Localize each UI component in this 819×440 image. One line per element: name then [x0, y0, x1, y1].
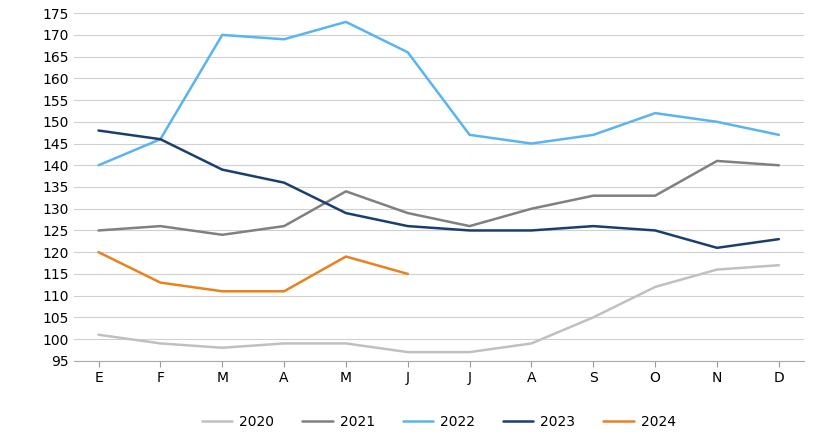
2022	[341, 19, 351, 25]
2024	[402, 271, 412, 276]
2023	[464, 228, 474, 233]
2022	[156, 136, 165, 142]
2023	[217, 167, 227, 172]
2022	[93, 163, 103, 168]
2024	[278, 289, 288, 294]
2021	[649, 193, 659, 198]
2021	[464, 224, 474, 229]
2020	[526, 341, 536, 346]
2021	[402, 210, 412, 216]
2021	[711, 158, 721, 164]
2021	[341, 189, 351, 194]
2022	[278, 37, 288, 42]
Line: 2020: 2020	[98, 265, 778, 352]
2023	[402, 224, 412, 229]
2020	[464, 349, 474, 355]
Line: 2023: 2023	[98, 131, 778, 248]
2023	[156, 136, 165, 142]
2020	[402, 349, 412, 355]
2023	[93, 128, 103, 133]
2024	[217, 289, 227, 294]
2020	[649, 284, 659, 290]
2022	[217, 32, 227, 37]
2022	[711, 119, 721, 125]
2020	[278, 341, 288, 346]
Legend: 2020, 2021, 2022, 2023, 2024: 2020, 2021, 2022, 2023, 2024	[196, 410, 681, 435]
2021	[588, 193, 598, 198]
2023	[278, 180, 288, 185]
2023	[588, 224, 598, 229]
2021	[278, 224, 288, 229]
2023	[341, 210, 351, 216]
2022	[464, 132, 474, 137]
2024	[341, 254, 351, 259]
2022	[402, 50, 412, 55]
2021	[93, 228, 103, 233]
2021	[217, 232, 227, 238]
2022	[649, 110, 659, 116]
2021	[773, 163, 783, 168]
2020	[217, 345, 227, 350]
2020	[93, 332, 103, 337]
2023	[649, 228, 659, 233]
Line: 2021: 2021	[98, 161, 778, 235]
2020	[156, 341, 165, 346]
2022	[773, 132, 783, 137]
2020	[773, 263, 783, 268]
2023	[711, 245, 721, 250]
Line: 2022: 2022	[98, 22, 778, 165]
2020	[341, 341, 351, 346]
2021	[526, 206, 536, 211]
2022	[588, 132, 598, 137]
2020	[588, 315, 598, 320]
Line: 2024: 2024	[98, 252, 407, 291]
2020	[711, 267, 721, 272]
2024	[156, 280, 165, 285]
2023	[773, 236, 783, 242]
2023	[526, 228, 536, 233]
2022	[526, 141, 536, 146]
2021	[156, 224, 165, 229]
2024	[93, 249, 103, 255]
